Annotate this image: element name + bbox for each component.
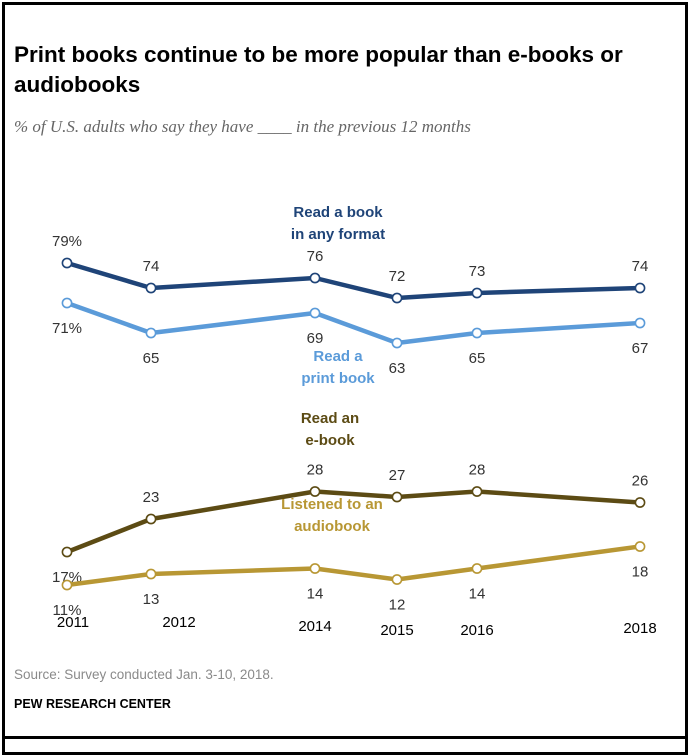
data-label-listened-to-an-audiobook-2015: 12 — [389, 597, 406, 614]
data-label-read-an-e-book-2016: 28 — [469, 462, 486, 479]
data-label-listened-to-an-audiobook-2016: 14 — [469, 586, 486, 603]
data-point-read-an-e-book-2018 — [634, 497, 646, 508]
data-label-read-a-print-book-2011: 71% — [52, 320, 82, 337]
series-line-read-a-print-book — [64, 300, 643, 346]
data-point-read-a-book-in-any-format-2018 — [634, 282, 646, 294]
x-tick-label-2014: 2014 — [298, 618, 331, 635]
data-label-read-a-print-book-2012: 65 — [143, 350, 160, 367]
data-point-read-a-print-book-2014 — [309, 307, 321, 319]
data-point-read-a-print-book-2011 — [61, 297, 73, 309]
x-tick-label-2011: 2011 — [57, 614, 89, 631]
data-label-read-a-book-in-any-format-2012: 74 — [143, 258, 160, 275]
data-point-read-an-e-book-2016 — [471, 486, 483, 497]
data-label-listened-to-an-audiobook-2018: 18 — [632, 564, 649, 581]
data-point-read-a-book-in-any-format-2011 — [61, 257, 73, 269]
source-note: Source: Survey conducted Jan. 3-10, 2018… — [14, 667, 274, 682]
data-point-read-an-e-book-2011 — [61, 546, 73, 558]
data-label-read-an-e-book-2015: 27 — [389, 467, 406, 484]
data-point-read-an-e-book-2014 — [309, 486, 321, 497]
data-point-listened-to-an-audiobook-2016 — [471, 563, 483, 574]
data-label-read-a-book-in-any-format-2015: 72 — [389, 268, 406, 285]
data-point-read-a-print-book-2016 — [471, 327, 483, 339]
data-point-read-a-book-in-any-format-2016 — [471, 287, 483, 299]
x-tick-label-2015: 2015 — [380, 622, 413, 639]
data-point-listened-to-an-audiobook-2011 — [61, 579, 73, 591]
data-label-listened-to-an-audiobook-2011: 11% — [53, 602, 82, 619]
data-point-listened-to-an-audiobook-2014 — [309, 563, 321, 574]
data-point-read-an-e-book-2012 — [145, 513, 157, 525]
series-name-read-a-book-in-any-format: Read a book in any format — [291, 204, 385, 243]
data-point-listened-to-an-audiobook-2015 — [391, 574, 403, 585]
series-name-read-a-print-book: Read a print book — [301, 348, 375, 387]
x-tick-label-2016: 2016 — [460, 622, 493, 639]
line-chart: 79% 74 76 72 73 74 Read a book in any format 71%… — [52, 204, 657, 639]
series-line-listened-to-an-audiobook — [64, 544, 643, 588]
bottom-rule — [5, 736, 685, 739]
series-line-read-an-e-book — [64, 489, 643, 555]
data-label-read-a-print-book-2015: 63 — [389, 360, 406, 377]
data-point-read-a-book-in-any-format-2014 — [309, 272, 321, 284]
credit-label: PEW RESEARCH CENTER — [14, 697, 171, 711]
data-label-read-a-book-in-any-format-2011: 79% — [52, 233, 82, 250]
series-line-read-a-book-in-any-format — [64, 260, 643, 301]
chart-subtitle: % of U.S. adults who say they have ____ … — [14, 117, 471, 136]
data-label-listened-to-an-audiobook-2014: 14 — [307, 586, 324, 603]
data-label-listened-to-an-audiobook-2012: 13 — [143, 591, 160, 608]
data-label-read-an-e-book-2018: 26 — [632, 473, 649, 490]
data-label-read-a-print-book-2016: 65 — [469, 350, 486, 367]
data-label-read-a-print-book-2014: 69 — [307, 330, 324, 347]
data-label-read-a-book-in-any-format-2014: 76 — [307, 248, 324, 265]
x-tick-label-2012: 2012 — [162, 614, 195, 631]
data-point-listened-to-an-audiobook-2018 — [634, 541, 646, 552]
x-tick-label-2018: 2018 — [623, 620, 656, 637]
data-label-read-a-book-in-any-format-2016: 73 — [469, 263, 486, 280]
series-name-listened-to-an-audiobook: Listened to an audiobook — [281, 496, 383, 535]
series-name-read-an-e-book: Read an e-book — [301, 410, 359, 449]
data-label-read-an-e-book-2012: 23 — [143, 489, 160, 506]
data-point-read-a-print-book-2015 — [391, 337, 403, 349]
data-point-read-a-book-in-any-format-2012 — [145, 282, 157, 294]
chart-title: Print books continue to be more popular … — [14, 42, 623, 97]
data-label-read-a-print-book-2018: 67 — [632, 340, 649, 357]
data-point-read-a-print-book-2018 — [634, 317, 646, 329]
data-point-read-a-print-book-2012 — [145, 327, 157, 339]
data-point-read-an-e-book-2015 — [391, 491, 403, 503]
data-point-listened-to-an-audiobook-2012 — [145, 568, 157, 580]
data-point-read-a-book-in-any-format-2015 — [391, 292, 403, 304]
data-label-read-a-book-in-any-format-2018: 74 — [632, 258, 649, 275]
data-label-read-an-e-book-2014: 28 — [307, 462, 324, 479]
